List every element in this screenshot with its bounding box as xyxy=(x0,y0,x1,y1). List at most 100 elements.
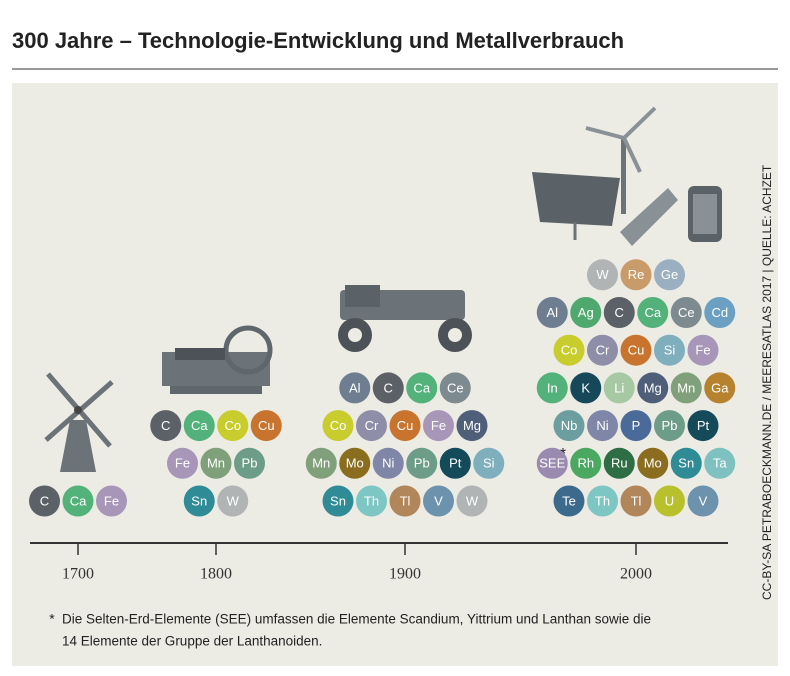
element-symbol: Mg xyxy=(463,418,481,433)
element-circle xyxy=(704,447,736,479)
element-symbol: Th xyxy=(595,493,610,508)
element-circle xyxy=(637,372,669,404)
element-symbol: Tl xyxy=(631,493,642,508)
element-symbol: C xyxy=(615,305,624,320)
element-symbol: Cd xyxy=(711,305,728,320)
element-circle xyxy=(587,259,618,291)
element-circle xyxy=(62,485,94,517)
element-circle xyxy=(670,447,702,479)
element-circle xyxy=(654,485,685,517)
element-circle xyxy=(322,485,354,517)
footnote-mark: * xyxy=(49,611,55,627)
element-circle xyxy=(456,485,488,517)
element-circle xyxy=(356,410,387,442)
element-symbol: Re xyxy=(628,267,645,282)
element-circle xyxy=(339,447,371,479)
credit: CC-BY-SA PETRABOECKMANN.DE / MEERESATLAS… xyxy=(760,164,774,600)
windmill-icon xyxy=(44,372,114,472)
element-circle xyxy=(570,297,602,328)
element-symbol: Nb xyxy=(561,418,578,433)
element-circle xyxy=(620,259,652,291)
element-circle xyxy=(704,372,736,404)
element-symbol: Cu xyxy=(397,418,414,433)
element-symbol: Mn xyxy=(677,380,695,395)
element-circle xyxy=(96,485,127,517)
element-circle xyxy=(305,447,337,479)
element-symbol: Co xyxy=(330,418,347,433)
element-circle xyxy=(183,410,215,442)
element-symbol: Si xyxy=(483,456,495,471)
element-circle xyxy=(654,410,685,442)
element-circle xyxy=(234,447,265,479)
element-symbol: Ag xyxy=(578,305,594,320)
element-circle xyxy=(183,485,215,517)
element-circle xyxy=(553,485,585,517)
element-circle xyxy=(217,485,249,517)
element-symbol: Pt xyxy=(449,456,462,471)
element-symbol: K xyxy=(581,380,590,395)
element-symbol: Mo xyxy=(346,456,364,471)
element-symbol: Pb xyxy=(414,456,430,471)
element-symbol: Ce xyxy=(678,305,695,320)
element-circle xyxy=(406,372,438,404)
element-symbol: Pt xyxy=(697,418,710,433)
year-label: 1700 xyxy=(62,566,94,583)
element-symbol: Ta xyxy=(713,456,728,471)
element-circle xyxy=(439,372,471,404)
element-symbol: Ni xyxy=(382,456,394,471)
element-symbol: Ge xyxy=(661,267,678,282)
element-circle xyxy=(150,410,182,442)
element-circle xyxy=(687,410,719,442)
element-symbol: W xyxy=(227,493,240,508)
steam-engine-icon xyxy=(162,325,273,394)
element-symbol: Ce xyxy=(447,380,464,395)
element-symbol: Ru xyxy=(611,456,628,471)
element-circle xyxy=(603,372,635,404)
element-circle xyxy=(456,410,488,442)
element-circle xyxy=(536,297,568,328)
element-circle xyxy=(637,447,669,479)
element-symbol: Ga xyxy=(711,380,729,395)
element-symbol: P xyxy=(632,418,641,433)
element-circle xyxy=(570,447,602,479)
element-circle xyxy=(217,410,249,442)
element-circle xyxy=(200,447,232,479)
element-symbol: Al xyxy=(349,380,361,395)
element-symbol: V xyxy=(699,493,708,508)
element-symbol: Mn xyxy=(207,456,225,471)
element-circle xyxy=(620,334,652,366)
element-symbol: Pb xyxy=(242,456,258,471)
element-symbol: Cr xyxy=(365,418,379,433)
element-symbol: Fe xyxy=(695,343,710,358)
element-circle xyxy=(587,334,618,366)
element-symbol: Fe xyxy=(175,456,190,471)
element-symbol: Ca xyxy=(644,305,661,320)
element-circle xyxy=(423,485,454,517)
element-circle xyxy=(620,410,652,442)
element-symbol: Ni xyxy=(596,418,608,433)
element-symbol: Sn xyxy=(330,493,346,508)
element-circle xyxy=(536,372,568,404)
element-symbol: Tl xyxy=(400,493,411,508)
element-circle xyxy=(553,334,585,366)
element-symbol: Sn xyxy=(191,493,207,508)
element-circle xyxy=(687,485,719,517)
element-symbol: Fe xyxy=(431,418,446,433)
element-symbol: Cr xyxy=(596,343,610,358)
element-circle xyxy=(423,410,454,442)
element-circle xyxy=(406,447,438,479)
element-circle xyxy=(620,485,652,517)
element-circle xyxy=(339,372,371,404)
element-circle xyxy=(654,259,685,291)
element-symbol: Co xyxy=(224,418,241,433)
title: 300 Jahre – Technologie-Entwicklung und … xyxy=(12,28,624,53)
element-symbol: Si xyxy=(664,343,676,358)
element-symbol: Co xyxy=(561,343,578,358)
element-symbol: C xyxy=(40,493,49,508)
element-symbol: C xyxy=(384,380,393,395)
element-circle xyxy=(322,410,354,442)
element-symbol: Fe xyxy=(104,493,119,508)
element-symbol: U xyxy=(665,493,674,508)
